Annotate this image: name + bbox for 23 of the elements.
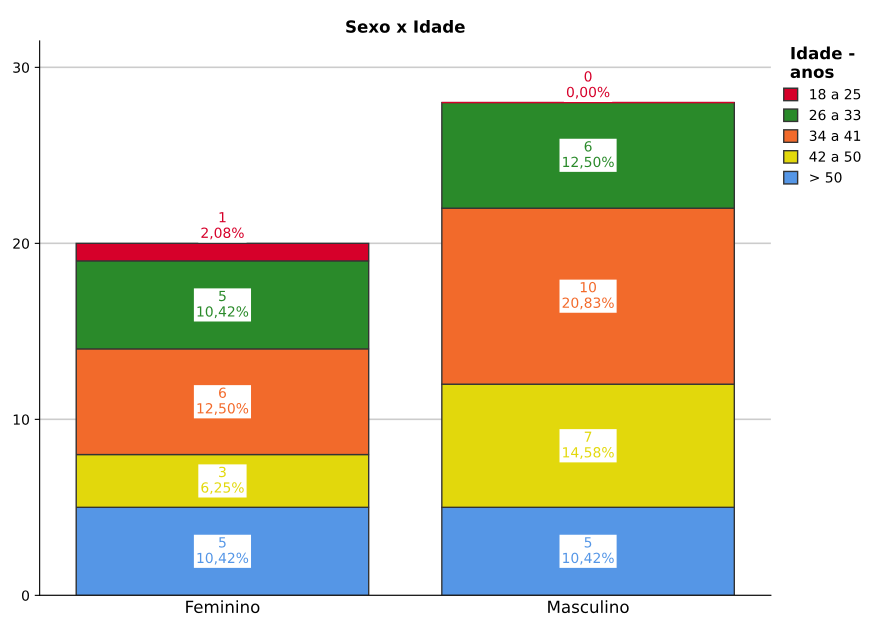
x-tick-label: Masculino <box>548 600 629 614</box>
x-tick-label: Feminino <box>186 600 260 614</box>
y-tick-label: 30 <box>13 62 29 73</box>
data-label: 7 14,58% <box>563 432 614 459</box>
data-label: 6 12,50% <box>563 141 614 169</box>
data-label: 5 10,42% <box>563 537 614 565</box>
data-label: 5 10,42% <box>198 537 248 565</box>
y-tick-label: 20 <box>13 238 29 249</box>
legend-title: Idade - anos <box>790 46 854 78</box>
data-label: 1 2,08% <box>201 212 244 240</box>
legend-label: 18 a 25 <box>810 88 860 100</box>
y-tick-label: 0 <box>22 590 29 601</box>
legend-label: 42 a 50 <box>809 151 861 162</box>
legend-label: 26 a 33 <box>810 110 860 120</box>
data-label: 6 12,50% <box>198 388 248 415</box>
legend-label: 34 a 41 <box>810 130 860 142</box>
data-label: 10 20,83% <box>562 282 614 310</box>
data-label: 5 10,42% <box>198 290 248 318</box>
y-tick-label: 10 <box>14 414 29 425</box>
data-label: 0 0,00% <box>566 71 610 99</box>
legend-label: > 50 <box>810 172 842 183</box>
data-label: 3 6,25% <box>201 466 244 494</box>
chart-title: Sexo x Idade <box>346 20 465 33</box>
